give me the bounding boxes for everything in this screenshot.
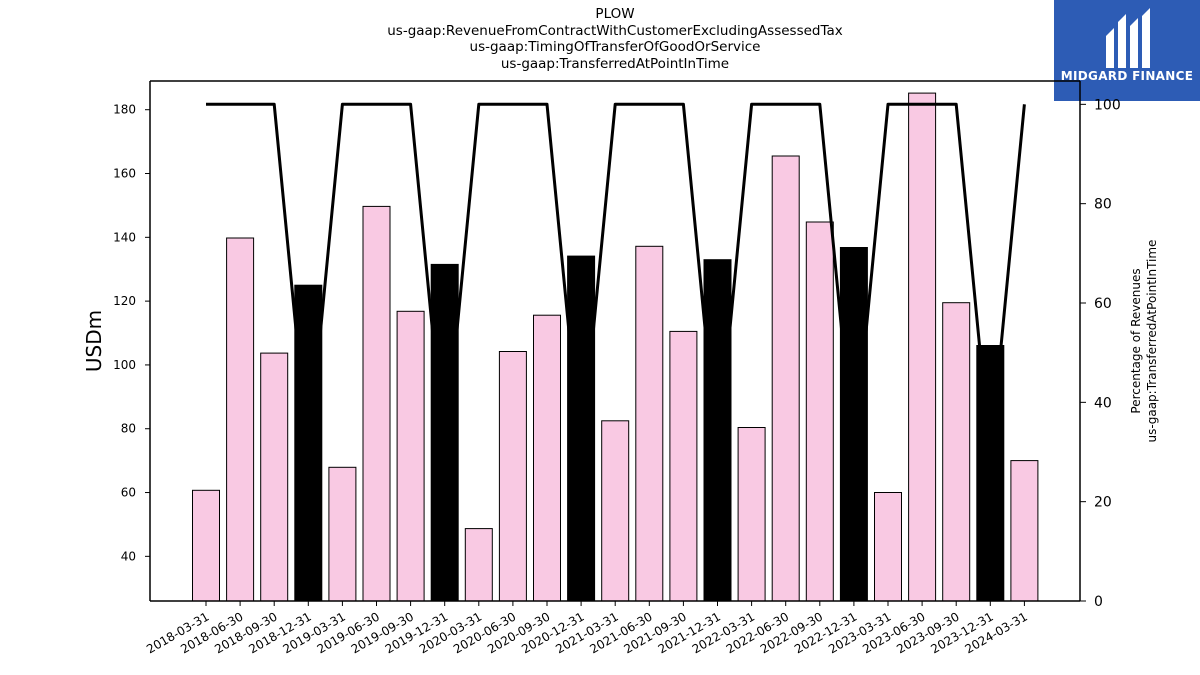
y2-tick-label-60: 60 [1094,296,1112,312]
y-tick-label-100: 100 [113,358,136,372]
y-tick-label-80: 80 [121,422,136,436]
bar-2018-03-31 [192,489,220,602]
midgard-logo-mark-icon [1106,8,1150,68]
bar-2021-09-30 [669,330,698,602]
title-line-ticker: PLOW [595,6,635,22]
y2-tick-label-40: 40 [1094,395,1112,411]
bar-2021-03-31 [601,420,630,602]
title-line-timing-concept: us-gaap:TimingOfTransferOfGoodOrService [469,39,761,55]
bar-2024-03-31 [1010,460,1039,602]
y-tick-label-60: 60 [121,486,136,500]
bar-2023-09-30 [942,302,971,602]
bar-2020-03-31 [464,528,493,602]
bar-2021-06-30 [635,245,664,602]
y-tick-label-140: 140 [113,230,136,244]
y-axis-label: USDm [82,310,106,372]
bar-2019-06-30 [362,205,391,602]
bar-2020-06-30 [498,351,527,602]
bar-2019-03-31 [328,466,357,602]
y2-axis-label-line-1: Percentage of Revenues [1129,268,1143,413]
bar-2018-09-30 [260,352,289,602]
y-tick-label-180: 180 [113,103,136,117]
y2-axis-label-line-2: us-gaap:TransferredAtPointInTime [1145,240,1159,443]
bar-2020-09-30 [533,314,561,602]
bar-2018-06-30 [226,237,255,602]
chart-title: PLOW us-gaap:RevenueFromContractWithCust… [150,6,1080,72]
bar-2023-03-31 [874,492,902,602]
y-tick-label-160: 160 [113,167,136,181]
midgard-finance-logo: MIDGARD FINANCE [1054,0,1200,101]
line-percentage-point-in-time [206,102,1026,459]
y-tick-label-120: 120 [113,294,136,308]
y2-tick-label-80: 80 [1094,197,1112,213]
title-line-point-in-time-concept: us-gaap:TransferredAtPointInTime [500,55,730,72]
y2-tick-label-0: 0 [1094,594,1103,610]
bar-2022-06-30 [771,155,800,602]
bar-2019-09-30 [396,310,425,602]
bar-2022-09-30 [805,221,834,602]
bars-layer [192,92,1039,602]
y2-tick-label-100: 100 [1094,97,1121,113]
line-layer [206,102,1026,459]
y-tick-label-40: 40 [121,549,136,563]
bar-2022-12-31 [839,247,868,602]
bar-2023-06-30 [908,92,937,602]
bar-2021-12-31 [703,259,732,602]
y2-tick-label-20: 20 [1094,495,1112,511]
bar-2020-12-31 [567,255,596,602]
logo-text: MIDGARD FINANCE [1060,69,1194,83]
bar-2022-03-31 [737,427,766,602]
title-line-revenue-concept: us-gaap:RevenueFromContractWithCustomerE… [387,22,843,39]
bar-2023-12-31 [976,345,1005,602]
bar-2019-12-31 [430,263,459,602]
